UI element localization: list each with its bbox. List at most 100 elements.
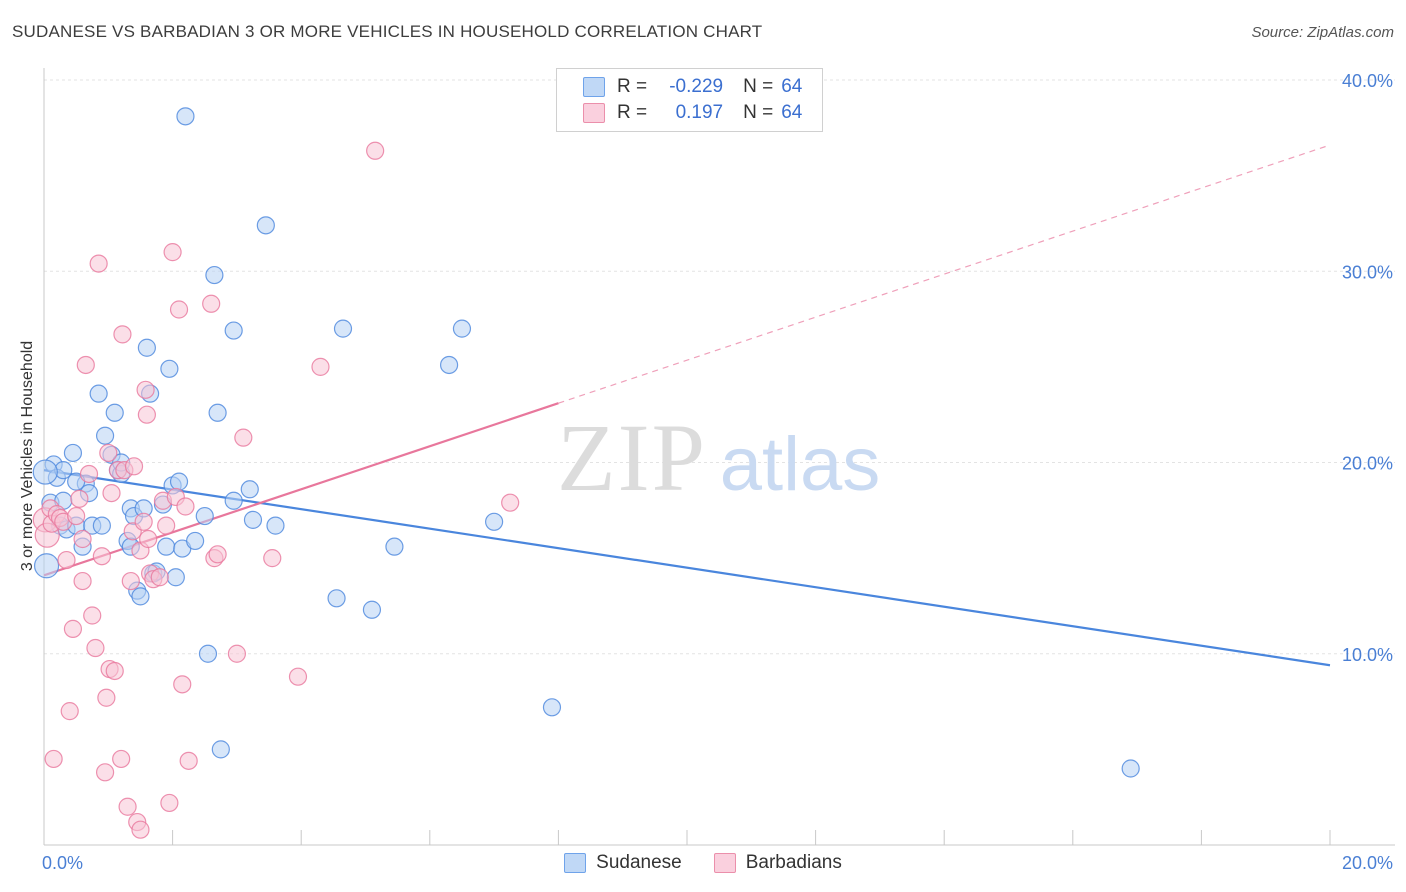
legend-swatch-barbadians (583, 103, 605, 123)
point-sudanese (131, 587, 150, 606)
point-sudanese (137, 338, 156, 357)
point-sudanese (327, 589, 346, 608)
data-points (32, 107, 1140, 839)
y-tick-label: 20.0% (1342, 454, 1393, 474)
legend-row-barbadians: R = 0.197 N = 64 (583, 100, 802, 126)
point-barbadians (176, 497, 195, 516)
point-barbadians (150, 568, 169, 587)
point-sudanese (95, 426, 115, 445)
point-sudanese (92, 516, 111, 535)
point-barbadians (79, 464, 99, 484)
trend-line-barbadians (43, 402, 559, 577)
point-sudanese (243, 510, 263, 529)
legend-row-sudanese: R = -0.229 N = 64 (583, 74, 802, 100)
legend-swatch-sudanese (583, 77, 605, 97)
point-barbadians (137, 405, 156, 424)
point-barbadians (73, 571, 92, 591)
point-barbadians (311, 357, 330, 376)
point-barbadians (134, 512, 153, 531)
point-barbadians (83, 606, 102, 625)
point-barbadians (124, 457, 144, 476)
legend-n-label: N = (743, 102, 774, 123)
point-barbadians (263, 549, 282, 568)
legend-n-value: 64 (781, 102, 803, 123)
point-sudanese (32, 459, 58, 485)
point-barbadians (44, 749, 63, 769)
trend-line-extension-barbadians (558, 144, 1331, 404)
legend-label-sudanese: Sudanese (596, 852, 682, 873)
point-sudanese (542, 698, 562, 717)
watermark-zip: ZIP (557, 404, 707, 511)
point-barbadians (227, 644, 246, 663)
point-sudanese (205, 265, 224, 285)
point-sudanese (208, 403, 227, 422)
point-sudanese (157, 537, 176, 556)
point-barbadians (366, 141, 385, 160)
point-sudanese (186, 531, 205, 551)
point-barbadians (208, 545, 227, 564)
point-sudanese (198, 644, 218, 663)
point-barbadians (139, 529, 158, 549)
legend-r-label: R = (617, 76, 648, 97)
point-sudanese (176, 107, 195, 126)
point-sudanese (195, 506, 214, 526)
point-sudanese (105, 403, 124, 422)
y-tick-label: 10.0% (1342, 645, 1393, 665)
legend-r-value: -0.229 (669, 76, 724, 97)
point-barbadians (163, 243, 182, 262)
axes (43, 68, 1395, 846)
point-sudanese (224, 491, 243, 510)
point-barbadians (136, 380, 155, 399)
point-barbadians (234, 428, 253, 447)
point-barbadians (112, 749, 131, 769)
legend-item-sudanese[interactable]: Sudanese (564, 852, 682, 874)
point-barbadians (89, 254, 108, 273)
grid-lines (44, 79, 1395, 655)
point-sudanese (439, 355, 459, 375)
point-sudanese (224, 321, 243, 340)
point-sudanese (256, 216, 275, 235)
point-sudanese (63, 443, 83, 463)
point-barbadians (121, 571, 140, 591)
point-sudanese (160, 359, 179, 378)
point-barbadians (501, 493, 520, 512)
legend-r-value: 0.197 (675, 102, 724, 123)
point-barbadians (102, 484, 121, 503)
watermark-atlas: atlas (720, 422, 881, 507)
point-barbadians (86, 638, 105, 658)
y-tick-label: 30.0% (1342, 262, 1393, 282)
point-barbadians (70, 489, 89, 508)
point-sudanese (169, 472, 189, 491)
point-sudanese (333, 319, 353, 338)
legend-swatch-barbadians (713, 853, 736, 873)
legend-item-barbadians[interactable]: Barbadians (713, 852, 842, 874)
point-barbadians (160, 793, 179, 813)
point-sudanese (166, 568, 185, 587)
point-barbadians (97, 688, 116, 707)
y-tick-label: 40.0% (1342, 71, 1393, 91)
point-sudanese (33, 553, 60, 579)
series-legend: Sudanese Barbadians (0, 852, 1406, 874)
point-barbadians (157, 516, 176, 535)
point-sudanese (362, 600, 382, 619)
point-barbadians (118, 797, 137, 816)
point-barbadians (105, 661, 124, 681)
point-barbadians (92, 547, 111, 566)
point-sudanese (89, 384, 108, 403)
point-sudanese (266, 516, 285, 535)
point-barbadians (76, 355, 95, 375)
point-barbadians (73, 529, 92, 549)
point-barbadians (99, 443, 118, 463)
point-barbadians (67, 506, 86, 526)
point-barbadians (95, 763, 115, 782)
stats-legend: R = -0.229 N = 64 R = 0.197 N = 64 (556, 68, 823, 132)
point-barbadians (288, 667, 308, 686)
watermark: ZIP atlas (557, 404, 880, 511)
legend-swatch-sudanese (564, 853, 587, 873)
point-sudanese (485, 512, 504, 531)
legend-n-label: N = (743, 76, 774, 97)
tick-labels: 10.0% 20.0% 30.0% 40.0% 0.0% 20.0% (42, 71, 1393, 873)
point-barbadians (202, 294, 221, 313)
legend-n-value: 64 (781, 76, 803, 97)
